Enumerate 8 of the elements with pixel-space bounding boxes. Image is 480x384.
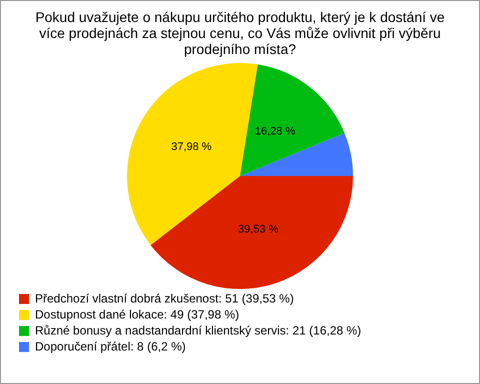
legend-label: Různé bonusy a nadstandardní klientský servis: 21 (16,28 %)	[35, 323, 362, 338]
data-label: 37,98 %	[171, 141, 212, 154]
data-label: 16,28 %	[254, 126, 296, 138]
legend-label: Předchozí vlastní dobrá zkušenost: 51 (39,53 %)	[35, 291, 294, 306]
legend-label: Dostupnost dané lokace: 49 (37,98 %)	[35, 307, 240, 322]
data-label: 39,53 %	[238, 224, 279, 236]
chart-title: Pokud uvažujete o nákupu určitého produktu, který je k dostání ve více prodejnách za stejnou cenu, co Vás může ovlivnit při výběru prodejního místa?	[34, 8, 446, 57]
legend-label: Doporučení přátel: 8 (6,2 %)	[35, 339, 186, 354]
